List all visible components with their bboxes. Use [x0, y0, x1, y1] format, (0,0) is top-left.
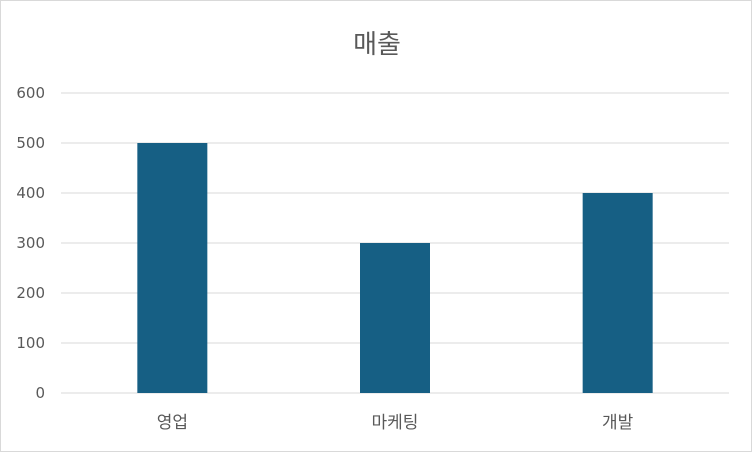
y-tick-label: 200: [16, 284, 45, 302]
bar-2: [360, 243, 430, 393]
chart-title: 매출: [353, 30, 401, 60]
x-tick-label: 마케팅: [372, 413, 419, 433]
y-tick-label: 100: [16, 334, 45, 352]
x-axis: 영업 마케팅 개발: [157, 413, 634, 433]
x-tick-label: 영업: [157, 413, 188, 433]
y-tick-label: 300: [16, 234, 45, 252]
y-tick-label: 0: [35, 384, 45, 402]
y-tick-label: 600: [16, 84, 45, 102]
bars: [137, 143, 653, 393]
bar-1: [137, 143, 208, 393]
bar-3: [582, 193, 653, 393]
x-tick-label: 개발: [602, 413, 634, 433]
y-tick-label: 400: [16, 184, 45, 202]
y-tick-label: 500: [16, 134, 45, 152]
y-axis: 0 100 200 300 400 500 600: [16, 84, 45, 402]
